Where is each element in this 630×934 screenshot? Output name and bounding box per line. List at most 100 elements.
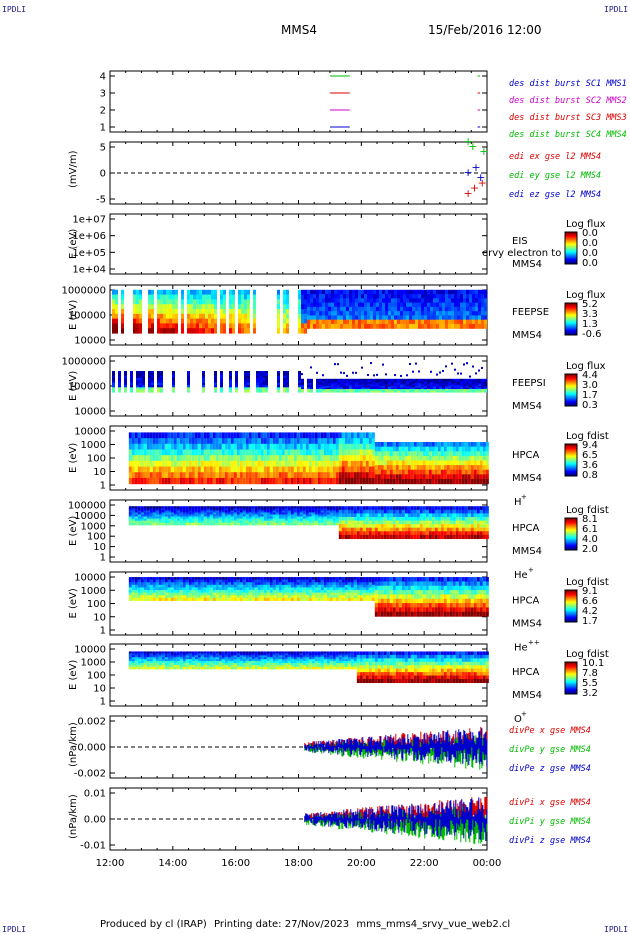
spectrogram-cell [191,595,195,599]
spectrogram-cell [302,455,306,462]
spectrogram-cell [379,311,382,316]
spectrogram-cell [301,383,304,386]
spectrogram-cell [472,383,475,386]
spectrogram-cell [112,380,115,384]
spectrogram-cell [467,516,471,522]
spectrogram-cell [319,378,322,381]
spectrogram-cell [382,323,385,329]
spectrogram-cell [337,306,340,312]
spectrogram-cell [151,313,154,320]
spectrogram-cell [284,438,288,445]
spectrogram-cell [325,323,328,329]
spectrogram-cell [478,294,481,299]
colorbar-value: 6.1 [582,524,598,535]
spectrogram-cell [380,451,384,457]
spectrogram-cell [454,302,457,308]
spectrogram-cell [371,466,375,473]
spectrogram-cell [208,309,211,315]
spectrogram-cell [404,506,408,511]
spectrogram-cell [233,477,237,485]
spectrogram-cell [134,512,138,516]
spectrogram-cell [484,289,487,295]
spectrogram-cell [265,387,268,391]
spectrogram-cell [286,373,289,377]
spectrogram-cell [376,381,379,384]
spectrogram-cell [308,449,312,456]
spectrogram-cell [388,298,391,304]
spectrogram-cell [391,384,394,387]
spectrogram-cell [206,579,210,583]
y-tick-label: 10000 [74,336,106,347]
spectrogram-cell [242,522,246,526]
spectrogram-cell [314,455,318,462]
spectrogram-cell [457,390,460,393]
spectrogram-cell [308,432,312,439]
spectrogram-cell [143,443,147,451]
spectrogram-cell [172,323,175,329]
spectrogram-cell [238,328,241,334]
spectrogram-cell [262,375,265,379]
spectrogram-cell [236,455,240,462]
spectrogram-cell [413,465,417,471]
spectrogram-cell [353,531,357,536]
spectrogram-cell [359,443,363,451]
spectrogram-cell [361,381,364,384]
spectrogram-cell [296,508,300,511]
spectrogram-cell [433,302,436,308]
spectrogram-cell [416,446,420,452]
spectrogram-cell [157,378,160,381]
spectrogram-cell [143,518,147,522]
spectrogram-cell [311,466,315,473]
spectrogram-cell [484,383,487,386]
spectrogram-cell [209,582,213,586]
spectrogram-cell [245,438,249,445]
spectrogram-cell [167,520,171,524]
spectrogram-cell [329,477,333,485]
spectrogram-cell [466,386,469,389]
spectrogram-cell [353,477,357,485]
spectrogram-cell [449,520,453,525]
spectrogram-cell [293,477,297,485]
spectrogram-cell [115,323,118,329]
spectrogram-cell [370,389,373,392]
spectrogram-cell [244,328,247,334]
spectrogram-cell [388,383,391,386]
spectrogram-cell [383,516,387,522]
spectrogram-cell [338,534,342,540]
spectrogram-cell [436,294,439,299]
colorbar-swatch [565,403,577,405]
spectrogram-cell [136,323,139,329]
spectrogram-cell [221,449,225,456]
spectrogram-cell [202,318,205,324]
spectrogram-cell [151,318,154,324]
spectrogram-cell [247,299,250,305]
spectrogram-cell [403,298,406,304]
spectrogram-cell [149,508,153,511]
spectrogram-cell [146,597,150,601]
spectrogram-cell [373,380,376,383]
spectrogram-cell [212,592,216,596]
spectrogram-cell [128,506,132,509]
spectrogram-cell [167,584,171,588]
spectrogram-cell [358,389,361,392]
spectrogram-cell [196,294,199,300]
sparse-pixel [415,362,417,365]
spectrogram-cell [358,386,361,389]
spectrogram-cell [310,323,313,329]
colorbar-swatch [565,329,577,331]
spectrogram-cell [277,299,280,305]
spectrogram-cell [320,455,324,462]
spectrogram-cell [173,449,177,456]
spectrogram-cell [415,302,418,308]
spectrogram-cell [218,577,222,581]
colorbar-swatch [565,603,577,605]
spectrogram-cell [134,577,138,581]
spectrogram-cell [383,506,387,511]
spectrogram-cell [421,381,424,384]
spectrogram-cell [452,527,456,532]
spectrogram-cell [215,506,219,509]
spectrogram-cell [233,466,237,473]
spectrogram-cell [334,289,337,295]
spectrogram-cell [118,385,121,388]
spectrogram-cell [131,438,135,445]
